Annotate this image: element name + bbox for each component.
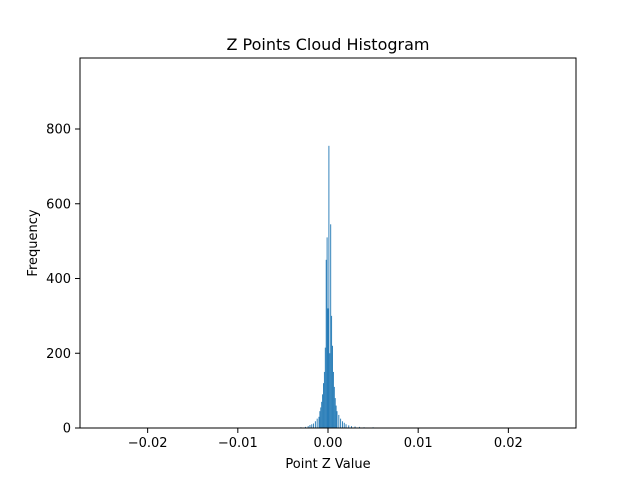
chart-title: Z Points Cloud Histogram: [227, 35, 430, 54]
histogram-bar: [359, 426, 361, 428]
histogram-bar: [313, 423, 315, 428]
histogram-bar: [318, 416, 320, 428]
histogram-bar: [321, 401, 323, 428]
histogram-bar: [329, 353, 331, 428]
histogram-bar: [325, 259, 327, 428]
histogram-bar: [323, 383, 324, 428]
histogram-bar: [341, 421, 343, 428]
histogram-bar: [335, 405, 337, 428]
histogram-bar: [314, 421, 316, 428]
y-axis-ticks: 0 200 400 600 800: [46, 123, 80, 437]
histogram-bar: [332, 371, 334, 428]
histogram-bar: [322, 394, 324, 428]
histogram-bar: [316, 418, 318, 428]
histogram-bars: [300, 145, 383, 428]
histogram-bar: [328, 145, 330, 428]
y-tick-label: 200: [46, 347, 71, 362]
x-axis-ticks: −0.02 −0.01 0.00 0.01 0.02: [128, 428, 523, 451]
x-tick-label: −0.01: [218, 436, 258, 451]
histogram-bar: [326, 237, 328, 428]
x-tick-label: 0.02: [494, 436, 523, 451]
histogram-bar: [323, 371, 325, 428]
histogram-bar: [340, 418, 342, 428]
histogram-bar: [332, 345, 333, 428]
histogram-bar: [334, 398, 336, 428]
histogram-bar: [305, 426, 306, 428]
histogram-bar: [319, 411, 321, 428]
y-axis-label: Frequency: [26, 209, 41, 276]
histogram-bar: [311, 424, 313, 428]
histogram-bar: [354, 426, 356, 428]
histogram-bar: [320, 407, 322, 428]
y-tick-label: 600: [46, 197, 71, 212]
histogram-bar: [348, 425, 350, 428]
histogram-bar: [309, 425, 311, 428]
histogram-bar: [330, 224, 332, 428]
x-tick-label: 0.00: [314, 436, 343, 451]
histogram-bar: [333, 386, 335, 428]
histogram-bar: [307, 426, 309, 428]
histogram-bar: [343, 422, 345, 428]
y-tick-label: 800: [46, 123, 71, 138]
y-tick-label: 400: [46, 272, 71, 287]
histogram-bar: [350, 426, 352, 428]
histogram-bar: [324, 347, 326, 428]
histogram-bar: [336, 411, 338, 428]
x-axis-label: Point Z Value: [285, 457, 370, 472]
histogram-bar: [327, 308, 329, 428]
histogram-bar: [345, 424, 347, 428]
x-tick-label: 0.01: [404, 436, 433, 451]
x-tick-label: −0.02: [128, 436, 168, 451]
y-tick-label: 0: [63, 422, 71, 437]
histogram-bar: [338, 414, 340, 428]
histogram-bar: [331, 315, 333, 428]
